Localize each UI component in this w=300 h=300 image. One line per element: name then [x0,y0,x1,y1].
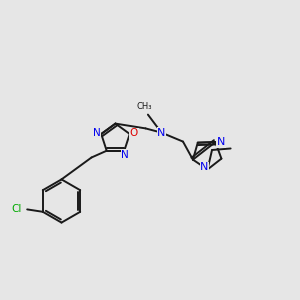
Text: N: N [200,162,209,172]
Text: N: N [217,137,225,147]
Text: N: N [157,128,166,138]
Text: Cl: Cl [11,204,22,214]
Text: N: N [93,128,101,138]
Text: CH₃: CH₃ [136,102,152,111]
Text: N: N [121,150,129,160]
Text: O: O [130,128,138,138]
